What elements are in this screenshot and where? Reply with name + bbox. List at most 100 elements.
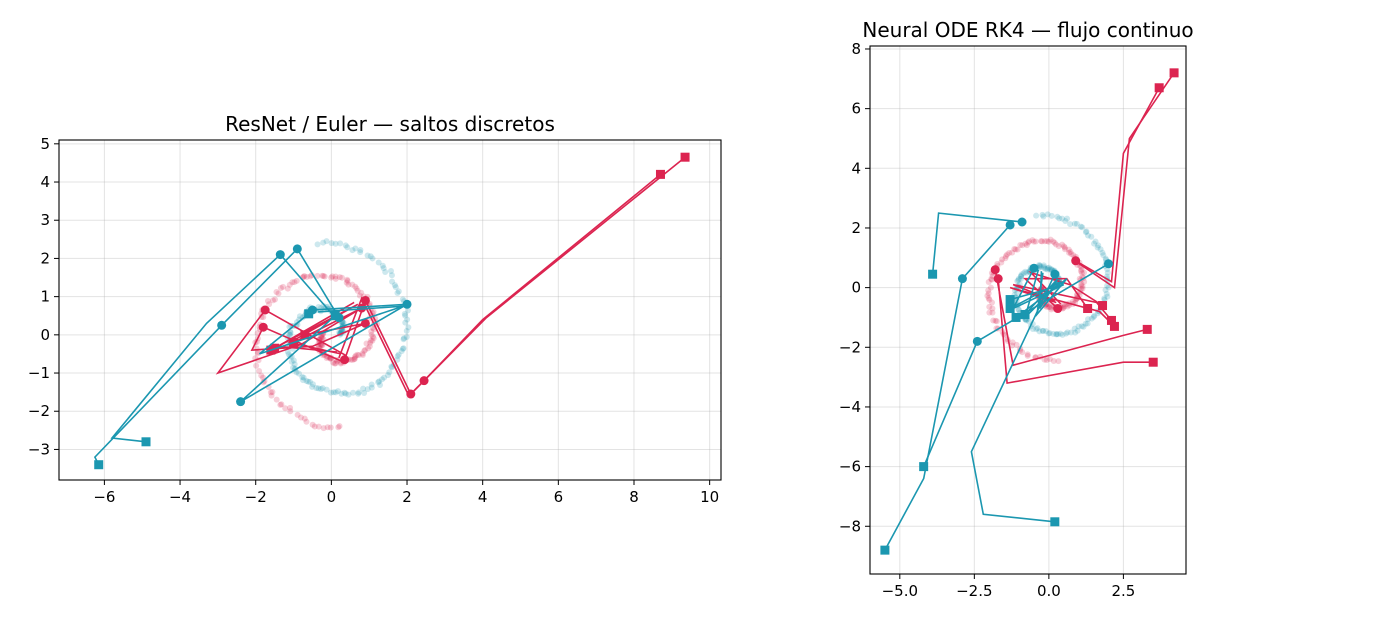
data-point (1079, 224, 1086, 231)
data-point (986, 309, 993, 316)
data-point (277, 285, 284, 292)
y-tick-label: 5 (40, 135, 50, 153)
data-point (330, 359, 337, 366)
data-point (365, 345, 372, 352)
data-point (378, 376, 385, 383)
data-point (1064, 215, 1071, 222)
trajectory-step-marker (258, 322, 268, 332)
trajectory-step-marker (260, 305, 270, 315)
data-point (323, 355, 330, 362)
data-point (313, 384, 320, 391)
data-point (254, 350, 261, 357)
data-point (340, 319, 347, 326)
data-point (321, 273, 328, 280)
trajectory-step-marker (292, 244, 302, 254)
data-point (1050, 238, 1057, 245)
data-point (1040, 263, 1047, 270)
data-point (1055, 243, 1062, 250)
trajectory-10 (919, 259, 1113, 472)
data-point (984, 292, 991, 299)
data-point (1060, 243, 1067, 250)
data-point (315, 385, 322, 392)
data-point (352, 245, 359, 252)
data-point (1080, 323, 1087, 330)
data-point (349, 356, 356, 363)
data-point (1084, 316, 1091, 323)
y-tick-label: 0 (40, 326, 50, 344)
data-point (331, 360, 338, 367)
y-tick-label: −2 (28, 402, 50, 420)
data-point (256, 368, 263, 375)
trajectory-end-marker (304, 309, 314, 319)
grid (59, 140, 721, 480)
data-point (1045, 330, 1052, 337)
data-point (1015, 306, 1022, 313)
data-point (327, 389, 334, 396)
x-tick-label: 6 (554, 488, 564, 506)
trajectory-step-marker (1017, 217, 1027, 227)
data-point (271, 296, 278, 303)
trajectory-end-marker (680, 152, 690, 162)
data-point (1046, 304, 1053, 311)
data-point (1095, 242, 1102, 249)
data-point (1074, 327, 1081, 334)
data-point (1077, 268, 1084, 275)
data-point (319, 334, 326, 341)
data-point (1045, 303, 1052, 310)
data-point (985, 295, 992, 302)
data-point (986, 303, 993, 310)
data-point (300, 273, 307, 280)
data-point (1101, 295, 1108, 302)
y-tick-label: −2 (839, 338, 861, 356)
data-point (342, 390, 349, 397)
plot-area (93, 152, 690, 470)
trajectory-line (884, 224, 1011, 551)
data-point (300, 374, 307, 381)
data-point (335, 424, 342, 431)
trajectory-end-marker (1005, 295, 1015, 305)
data-point (1033, 326, 1040, 333)
trajectory-end-marker (880, 545, 890, 555)
data-point (368, 328, 375, 335)
data-point (398, 348, 405, 355)
data-point (300, 377, 307, 384)
trajectory-3 (990, 265, 1152, 367)
data-point (314, 241, 321, 248)
data-point (1071, 325, 1078, 332)
trajectory-step-marker (236, 397, 246, 407)
x-tick-label: −2 (245, 488, 267, 506)
data-point (395, 288, 402, 295)
data-point (1036, 328, 1043, 335)
data-point (332, 273, 339, 280)
data-point (315, 423, 322, 430)
data-point (1002, 255, 1009, 262)
data-point (1085, 232, 1092, 239)
data-point (1054, 331, 1061, 338)
data-point (404, 307, 411, 314)
data-point (349, 247, 356, 254)
trajectory-line (997, 278, 1154, 385)
data-point (287, 408, 294, 415)
y-tick-label: 6 (851, 100, 861, 118)
data-point (307, 273, 314, 280)
trajectory-15 (1020, 271, 1059, 319)
trajectory-11 (970, 269, 1060, 527)
data-point (280, 283, 287, 290)
data-point (368, 331, 375, 338)
data-point (1041, 265, 1048, 272)
trajectory-end-marker (141, 437, 151, 447)
data-point (327, 424, 334, 431)
y-tick-label: −6 (839, 458, 861, 476)
data-point (349, 281, 356, 288)
trajectory-line (215, 307, 363, 375)
data-point (380, 265, 387, 272)
trajectory-end-marker (1142, 324, 1152, 334)
data-point (1039, 211, 1046, 218)
data-point (1018, 273, 1025, 280)
y-tick-label: 1 (40, 288, 50, 306)
data-point (332, 275, 339, 282)
data-point (368, 381, 375, 388)
data-point (295, 370, 302, 377)
data-point (1060, 301, 1067, 308)
data-point (1082, 320, 1089, 327)
